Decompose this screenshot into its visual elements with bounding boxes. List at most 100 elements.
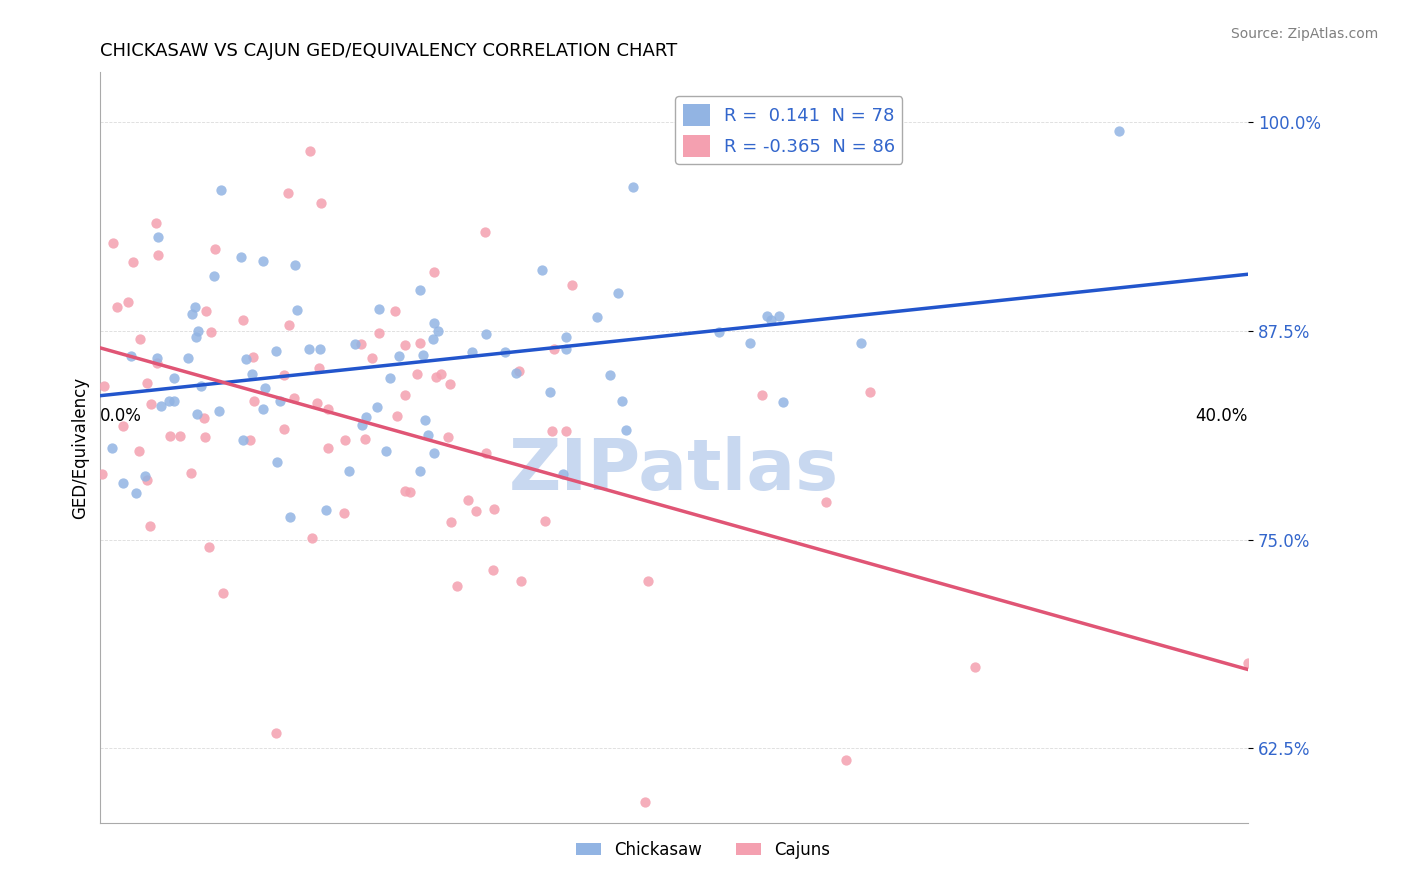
- Point: [190, 379, 212, 393]
- Point: [418, 428, 440, 442]
- Point: [446, 579, 468, 593]
- Point: [368, 301, 391, 316]
- Point: [474, 326, 496, 341]
- Point: [772, 395, 794, 409]
- Point: [378, 371, 401, 385]
- Point: [333, 433, 356, 447]
- Point: [461, 345, 484, 359]
- Point: [494, 345, 516, 359]
- Point: [252, 402, 274, 417]
- Point: [134, 468, 156, 483]
- Point: [298, 342, 321, 356]
- Point: [554, 343, 576, 357]
- Point: [139, 397, 162, 411]
- Point: [394, 388, 416, 402]
- Point: [554, 424, 576, 438]
- Point: [136, 376, 159, 391]
- Point: [815, 495, 838, 509]
- Point: [157, 393, 180, 408]
- Legend: R =  0.141  N = 78, R = -0.365  N = 86: R = 0.141 N = 78, R = -0.365 N = 86: [675, 96, 903, 164]
- Point: [612, 394, 634, 409]
- Point: [283, 391, 305, 405]
- Point: [343, 337, 366, 351]
- Legend: Chickasaw, Cajuns: Chickasaw, Cajuns: [569, 835, 837, 866]
- Point: [264, 343, 287, 358]
- Point: [111, 418, 134, 433]
- Point: [273, 368, 295, 382]
- Point: [309, 196, 332, 211]
- Text: 0.0%: 0.0%: [100, 407, 142, 425]
- Point: [266, 455, 288, 469]
- Point: [412, 347, 434, 361]
- Point: [551, 467, 574, 481]
- Y-axis label: GED/Equivalency: GED/Equivalency: [72, 377, 89, 519]
- Point: [101, 235, 124, 250]
- Point: [159, 428, 181, 442]
- Point: [1237, 657, 1260, 671]
- Point: [193, 410, 215, 425]
- Text: 40.0%: 40.0%: [1195, 407, 1249, 425]
- Point: [457, 492, 479, 507]
- Point: [242, 393, 264, 408]
- Point: [963, 659, 986, 673]
- Point: [350, 418, 373, 433]
- Point: [117, 295, 139, 310]
- Point: [354, 410, 377, 425]
- Point: [146, 248, 169, 262]
- Point: [169, 428, 191, 442]
- Point: [751, 388, 773, 402]
- Point: [235, 351, 257, 366]
- Point: [307, 395, 329, 409]
- Point: [298, 144, 321, 158]
- Point: [384, 304, 406, 318]
- Point: [278, 318, 301, 333]
- Point: [388, 349, 411, 363]
- Point: [409, 464, 432, 478]
- Point: [129, 332, 152, 346]
- Point: [316, 402, 339, 417]
- Point: [318, 441, 340, 455]
- Point: [135, 474, 157, 488]
- Point: [208, 404, 231, 418]
- Point: [543, 342, 565, 356]
- Point: [426, 324, 449, 338]
- Point: [239, 433, 262, 447]
- Point: [409, 283, 432, 297]
- Point: [120, 349, 142, 363]
- Point: [181, 307, 204, 321]
- Point: [232, 433, 254, 447]
- Point: [269, 394, 291, 409]
- Point: [276, 186, 298, 200]
- Text: ZIPatlas: ZIPatlas: [509, 436, 839, 505]
- Point: [422, 332, 444, 346]
- Point: [184, 300, 207, 314]
- Point: [740, 336, 762, 351]
- Point: [186, 329, 208, 343]
- Point: [242, 350, 264, 364]
- Point: [368, 326, 391, 341]
- Point: [252, 254, 274, 268]
- Point: [375, 444, 398, 458]
- Point: [187, 324, 209, 338]
- Point: [284, 258, 307, 272]
- Point: [240, 367, 263, 381]
- Point: [437, 430, 460, 444]
- Point: [209, 183, 232, 197]
- Point: [394, 338, 416, 352]
- Point: [177, 351, 200, 366]
- Point: [759, 313, 782, 327]
- Point: [349, 337, 371, 351]
- Point: [337, 464, 360, 478]
- Point: [308, 360, 330, 375]
- Point: [505, 366, 527, 380]
- Point: [648, 833, 671, 847]
- Point: [146, 351, 169, 365]
- Point: [464, 503, 486, 517]
- Text: CHICKASAW VS CAJUN GED/EQUIVALENCY CORRELATION CHART: CHICKASAW VS CAJUN GED/EQUIVALENCY CORRE…: [100, 42, 678, 60]
- Point: [1108, 124, 1130, 138]
- Point: [851, 335, 873, 350]
- Point: [755, 309, 778, 323]
- Point: [425, 369, 447, 384]
- Point: [308, 342, 330, 356]
- Point: [361, 351, 384, 365]
